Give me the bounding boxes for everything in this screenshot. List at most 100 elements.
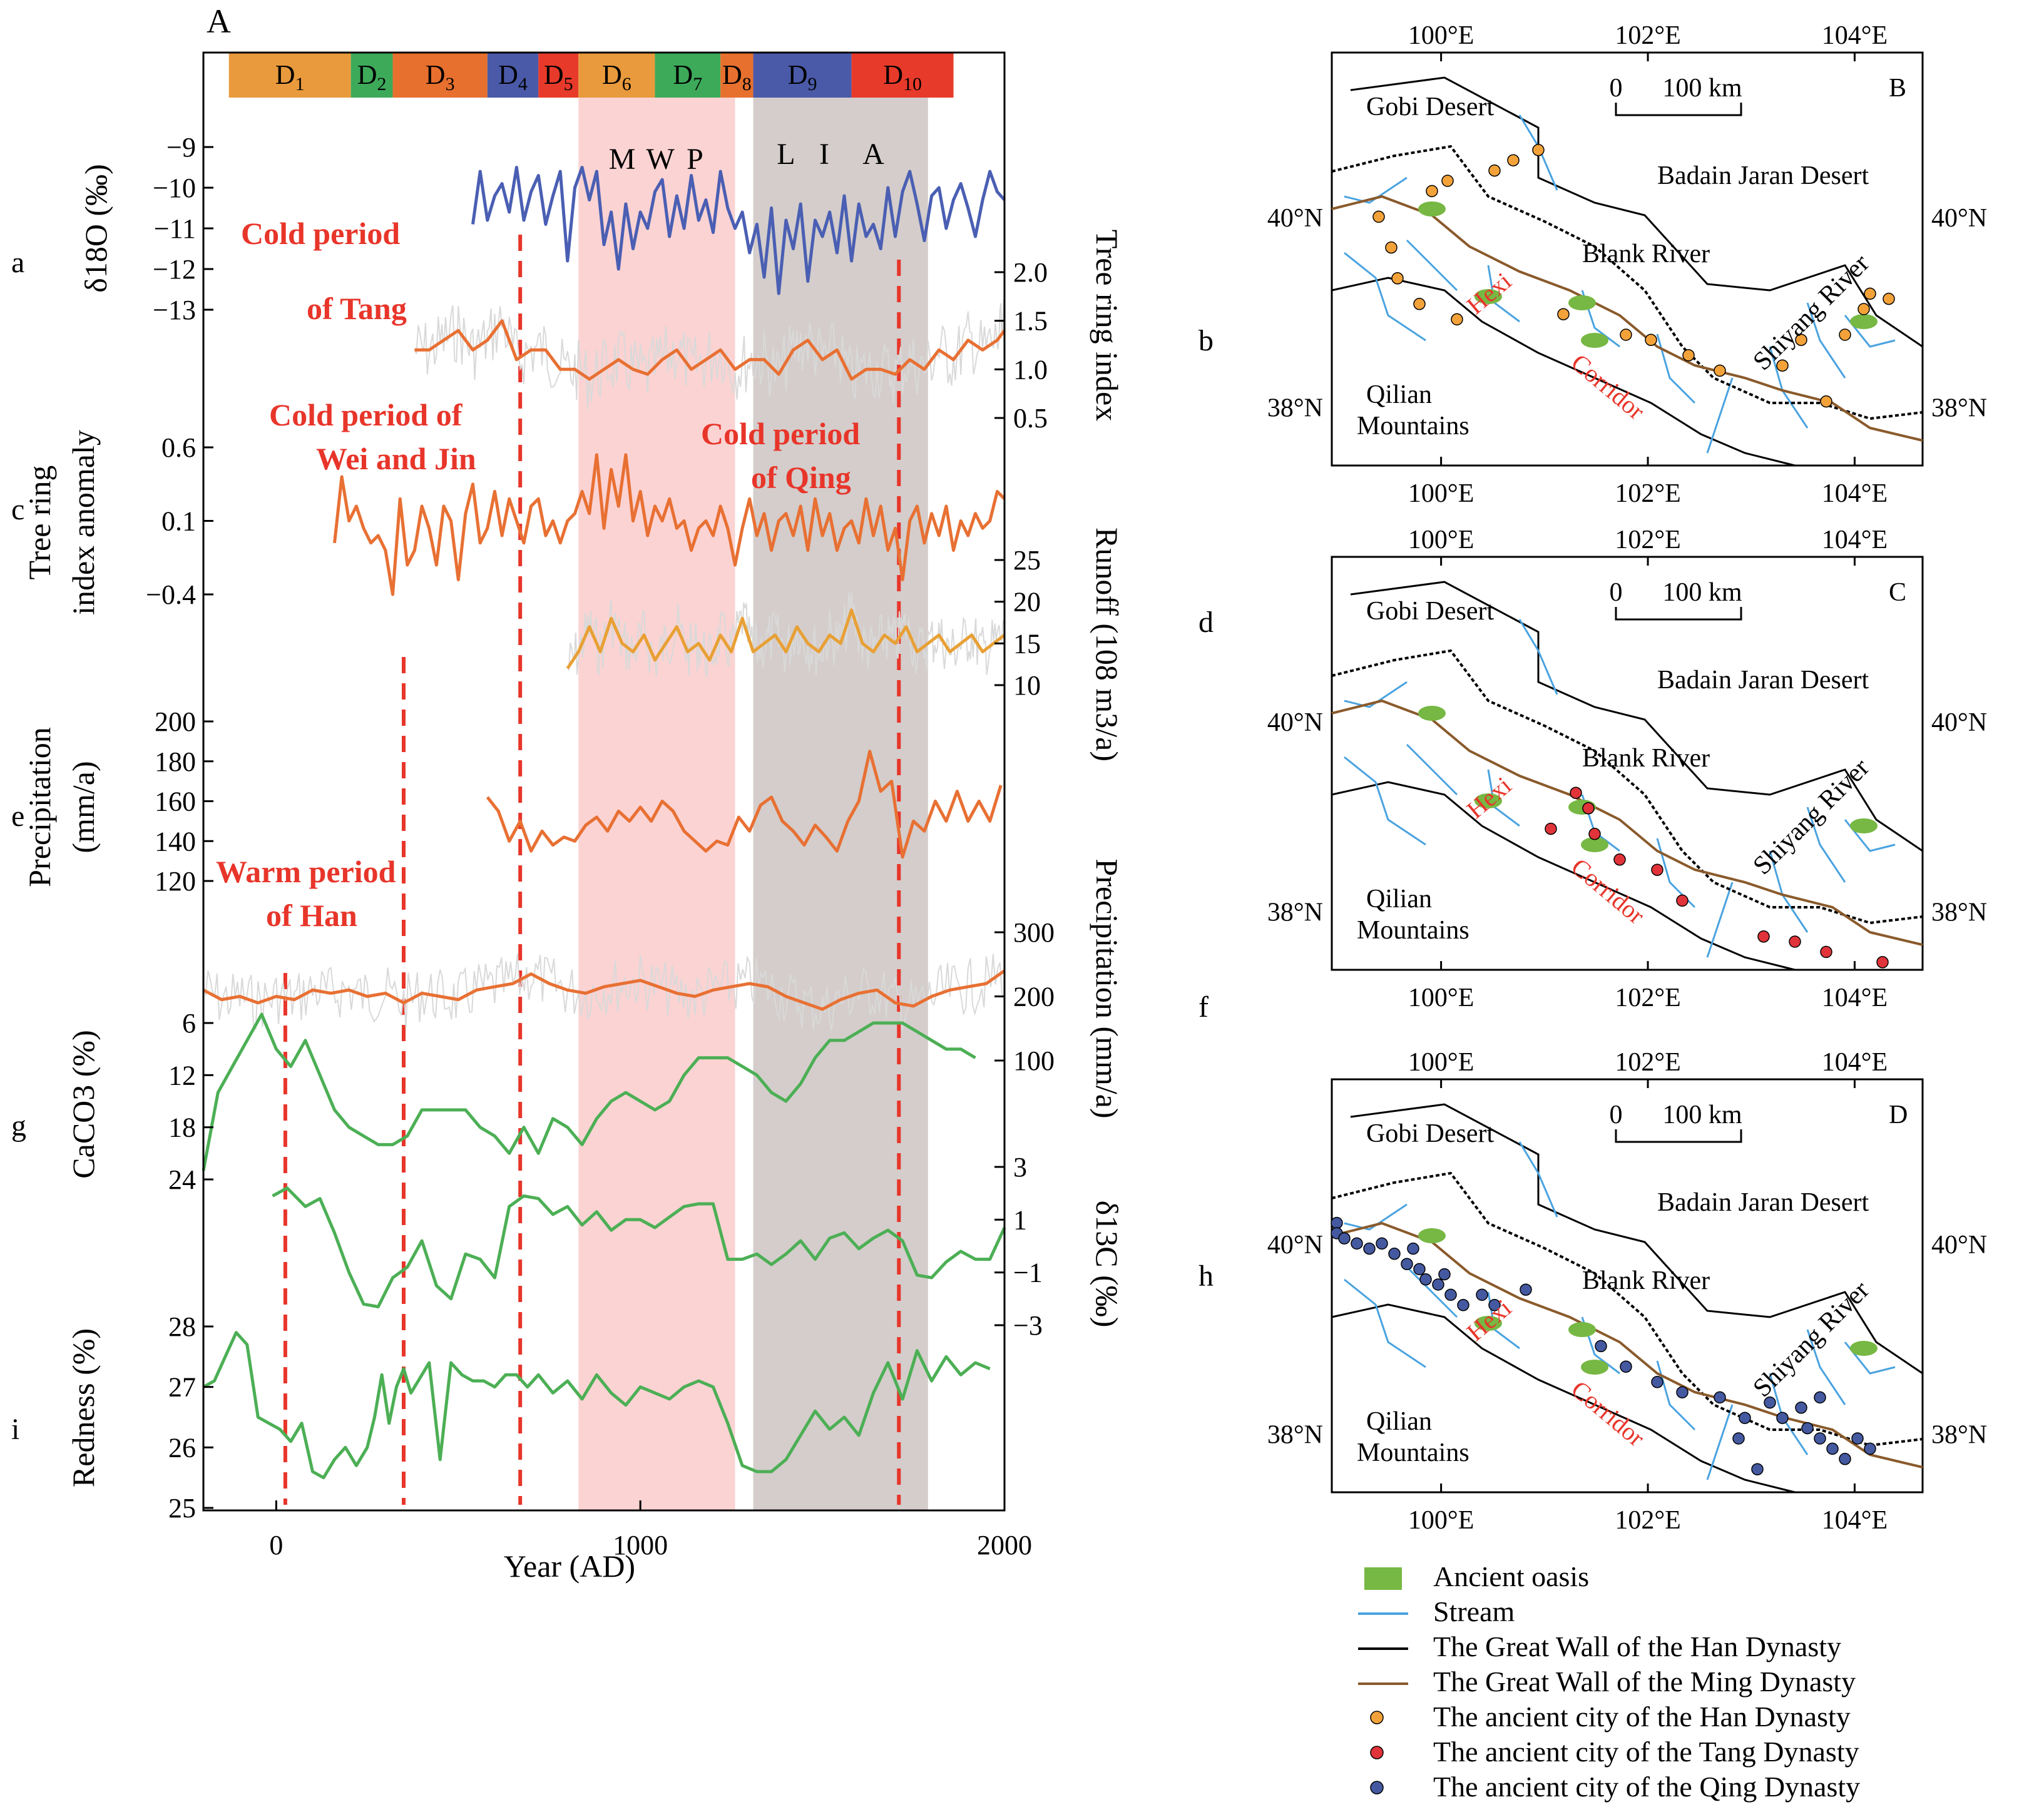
redness-axis-label-text: Redness (%) bbox=[66, 1328, 101, 1487]
ancient-city bbox=[1413, 298, 1426, 310]
ancient-oasis bbox=[1418, 706, 1446, 721]
han-great-wall bbox=[1331, 649, 1923, 925]
legend-label: The ancient city of the Tang Dynasty bbox=[1433, 1736, 1859, 1768]
stream bbox=[1518, 619, 1558, 695]
map-lon-label-bottom: 100°E bbox=[1408, 479, 1474, 508]
series-d18o bbox=[471, 166, 1006, 295]
ancient-city bbox=[1757, 930, 1770, 943]
scale-100: 100 km bbox=[1662, 1101, 1742, 1129]
stream bbox=[1344, 176, 1408, 204]
series-raw-precip_right bbox=[203, 953, 1003, 1031]
ancient-city bbox=[1372, 210, 1385, 223]
ancient-oasis bbox=[1850, 818, 1878, 833]
precip-left-axis-tick-label: 140 bbox=[155, 826, 196, 857]
map-panel-letter: B bbox=[1889, 74, 1906, 103]
stream bbox=[1806, 1329, 1846, 1405]
desert-border bbox=[1350, 581, 1923, 852]
lia-band bbox=[753, 94, 928, 1510]
ancient-city bbox=[1444, 1288, 1457, 1301]
row-letter: b bbox=[1198, 324, 1214, 357]
d18o-axis-label: δ18O (‰) bbox=[78, 164, 113, 292]
map-lat-label-right: 38°N bbox=[1931, 394, 1987, 423]
stream bbox=[1344, 1203, 1408, 1231]
annotation-line: of Tang bbox=[307, 291, 407, 326]
runoff-axis-label-text: Runoff (108 m3/a) bbox=[1090, 527, 1125, 761]
scale-0: 0 bbox=[1610, 1101, 1623, 1129]
badain-label: Badain Jaran Desert bbox=[1657, 666, 1869, 695]
ancient-city bbox=[1385, 241, 1398, 254]
precip-right-axis-label: Precipitation (mm/a) bbox=[1090, 858, 1125, 1118]
dynasty-label: D8 bbox=[722, 59, 752, 94]
tree-anom-label-2-text: index anomaly bbox=[66, 430, 101, 615]
ancient-city bbox=[1839, 328, 1851, 341]
redness-axis-tick-label: 27 bbox=[168, 1372, 196, 1403]
stream bbox=[1344, 756, 1426, 846]
tree-anom-axis-tick-label: −0.4 bbox=[146, 579, 196, 610]
caco3-axis-tick-label: 18 bbox=[168, 1112, 196, 1143]
legend-label: The ancient city of the Qing Dynasty bbox=[1433, 1771, 1860, 1803]
map-legend: Ancient oasis Stream The Great Wall of the… bbox=[1358, 1560, 1860, 1803]
ancient-oasis bbox=[1850, 1341, 1878, 1356]
ancient-oasis bbox=[1474, 1316, 1502, 1331]
qilian-border bbox=[1331, 277, 1796, 467]
runoff-axis-tick-label: 10 bbox=[1013, 670, 1041, 701]
precip-right-axis-tick-label: 300 bbox=[1013, 917, 1055, 948]
mwp-band bbox=[578, 94, 735, 1510]
d18o-axis-tick-label: −12 bbox=[153, 254, 196, 285]
ancient-city bbox=[1795, 333, 1807, 346]
map-panel-letter: C bbox=[1889, 578, 1906, 607]
ancient-city bbox=[1520, 1283, 1532, 1296]
qilian-border bbox=[1331, 1303, 1796, 1494]
ancient-city bbox=[1351, 1237, 1363, 1250]
map-lon-label-top: 104°E bbox=[1822, 21, 1888, 50]
ancient-city bbox=[1876, 956, 1889, 969]
ancient-city bbox=[1557, 308, 1570, 320]
scale-bar bbox=[1615, 607, 1742, 621]
dynasty-segment bbox=[720, 53, 754, 98]
map-lon-label-top: 100°E bbox=[1408, 1048, 1474, 1077]
runoff-axis-tick-label: 20 bbox=[1013, 587, 1041, 618]
ancient-oasis bbox=[1581, 1360, 1608, 1375]
map-lon-label-top: 100°E bbox=[1408, 526, 1474, 554]
map-lat-label-left: 40°N bbox=[1267, 708, 1323, 737]
annotation-line: Cold period bbox=[701, 416, 860, 451]
ming-great-wall bbox=[1331, 699, 1923, 946]
precip-left-axis-tick-label: 160 bbox=[155, 786, 196, 817]
ancient-city bbox=[1801, 1422, 1814, 1435]
map-frame bbox=[1331, 556, 1924, 971]
dynasty-segment bbox=[753, 53, 852, 98]
series-runoff bbox=[566, 608, 1006, 669]
ancient-city bbox=[1331, 1216, 1343, 1229]
qilian-label-2: Mountains bbox=[1357, 916, 1469, 945]
map-lat-label-right: 40°N bbox=[1931, 708, 1987, 737]
runoff-axis-label: Runoff (108 m3/a) bbox=[1090, 527, 1125, 761]
precip-left-label-2: (mm/a) bbox=[66, 761, 101, 853]
ancient-city bbox=[1595, 1340, 1607, 1353]
ancient-city bbox=[1426, 185, 1438, 198]
panel-a-frame bbox=[202, 51, 1006, 1512]
lia-letter: A bbox=[862, 138, 884, 171]
ancient-city bbox=[1776, 359, 1789, 372]
scale-bar bbox=[1615, 103, 1742, 116]
gobi-label: Gobi Desert bbox=[1366, 597, 1494, 626]
tree-anom-axis-tick-label: 0.1 bbox=[161, 506, 196, 537]
series-caco3 bbox=[202, 1012, 976, 1171]
ancient-city bbox=[1588, 828, 1601, 840]
map-lat-label-left: 40°N bbox=[1267, 1231, 1323, 1260]
han-great-wall bbox=[1331, 1171, 1923, 1447]
stream bbox=[1344, 1278, 1426, 1368]
ancient-city bbox=[1839, 1453, 1851, 1465]
tree-ring-axis-tick-label: 2.0 bbox=[1013, 257, 1048, 288]
ancient-oasis bbox=[1568, 1322, 1596, 1337]
annotation-line: Cold period bbox=[241, 216, 400, 251]
legend-oasis-swatch bbox=[1364, 1567, 1402, 1590]
ancient-city bbox=[1401, 1258, 1413, 1270]
legend-dot-swatch bbox=[1370, 1711, 1384, 1724]
stream bbox=[1406, 743, 1458, 796]
han-great-wall bbox=[1331, 145, 1923, 420]
annotation-line: Wei and Jin bbox=[316, 441, 476, 476]
ancient-city bbox=[1732, 1432, 1745, 1445]
map-lon-label-top: 102°E bbox=[1615, 526, 1680, 554]
ancient-oasis bbox=[1568, 295, 1596, 310]
map-frame bbox=[1331, 1078, 1924, 1494]
